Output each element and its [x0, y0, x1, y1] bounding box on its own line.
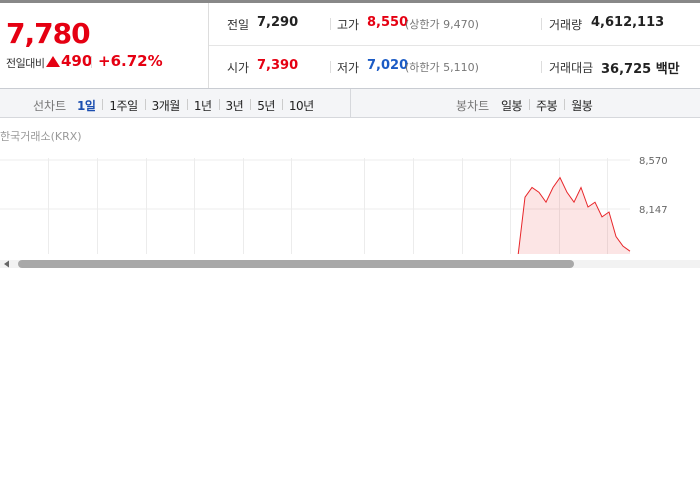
stat-label: 거래량: [549, 18, 583, 32]
divider: [541, 18, 542, 30]
tab-group-label: 봉차트: [456, 99, 490, 113]
tab-divider: [529, 99, 531, 110]
stat-value: 8,550: [367, 15, 409, 30]
tab[interactable]: 1일: [77, 99, 96, 113]
tab[interactable]: 주봉: [536, 99, 558, 113]
price-area: [518, 177, 630, 254]
tab-divider: [250, 99, 252, 110]
tab[interactable]: 1주일: [109, 99, 138, 113]
chart-tabs: 선차트 1일 1주일 3개월 1년 3년 5년 10년 봉차트 일봉 주봉 월봉: [0, 88, 700, 118]
tab[interactable]: 5년: [257, 99, 275, 113]
tab-divider: [144, 99, 146, 110]
stat-label: 전일: [227, 18, 250, 32]
vertical-grid: [48, 158, 608, 254]
divider: [541, 61, 542, 73]
up-arrow: [46, 56, 60, 67]
current-price: 7,780: [6, 17, 91, 50]
stat-label: 거래대금: [549, 61, 594, 75]
tab[interactable]: 3년: [225, 99, 244, 113]
tab[interactable]: 1년: [193, 99, 212, 113]
divider: [330, 61, 331, 73]
tab-divider: [281, 99, 283, 110]
tab-divider: [102, 99, 104, 110]
stat-value: 36,725 백만: [601, 62, 680, 77]
tab-divider: [564, 99, 566, 110]
divider: [91, 56, 92, 68]
scrollbar-thumb[interactable]: [18, 260, 574, 268]
change: 490: [61, 52, 93, 70]
divider: [350, 89, 351, 117]
stat-value: 7,020: [367, 58, 409, 73]
tab[interactable]: 일봉: [501, 99, 523, 113]
stat-label: 저가: [337, 61, 360, 75]
stat-note: (하한가 5,110): [405, 61, 479, 74]
change-rate: +6.72%: [98, 52, 163, 70]
price-line: [517, 176, 631, 254]
tab-divider: [218, 99, 220, 110]
change-label: 전일대비: [6, 57, 45, 70]
tab[interactable]: 월봉: [571, 99, 593, 113]
stat-value: 4,612,113: [591, 15, 665, 30]
scroll-left-arrow[interactable]: [4, 260, 9, 268]
stat-value: 7,390: [257, 58, 299, 73]
tab[interactable]: 3개월: [151, 99, 181, 113]
y-tick-label: 8,570: [639, 156, 668, 167]
chart-source: 한국거래소(KRX): [0, 130, 82, 143]
divider: [209, 45, 700, 46]
stat-label: 시가: [227, 61, 250, 75]
y-tick-label: 8,147: [639, 205, 668, 216]
tab-group-label: 선차트: [33, 99, 67, 113]
tab-divider: [186, 99, 188, 110]
price-panel: [0, 3, 209, 88]
tab[interactable]: 10년: [288, 99, 314, 113]
stat-note: (상한가 9,470): [405, 18, 479, 31]
divider: [330, 18, 331, 30]
stat-label: 고가: [337, 18, 360, 32]
stat-value: 7,290: [257, 15, 299, 30]
